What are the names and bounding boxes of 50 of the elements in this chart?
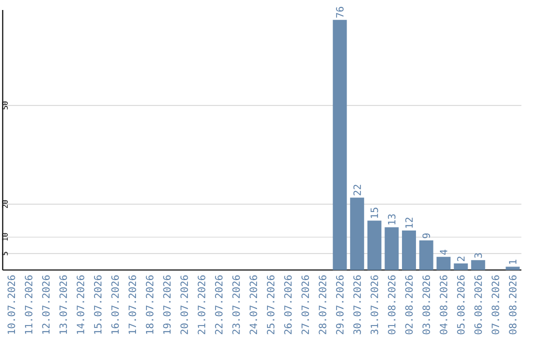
x-tick-label: 29.07.2026 [336,275,344,334]
x-tick-label: 03.08.2026 [422,275,430,334]
bar [350,198,364,270]
bar [419,240,434,270]
x-tick-label: 13.07.2026 [59,275,67,334]
x-tick-label: 05.08.2026 [457,275,465,334]
x-tick-label: 16.07.2026 [111,275,119,334]
x-tick-label: 18.07.2026 [146,275,154,334]
bar [332,20,347,270]
data-label: 76 [336,6,344,18]
x-tick-label: 25.07.2026 [266,275,274,334]
x-tick-label: 30.07.2026 [353,275,361,334]
x-tick-label: 22.07.2026 [215,275,223,334]
data-label: 12 [405,218,413,228]
x-tick-label: 17.07.2026 [128,275,136,334]
x-tick-label: 24.07.2026 [250,275,258,334]
x-tick-label: 15.07.2026 [94,275,102,334]
data-label: 4 [440,250,448,255]
x-tick-label: 28.07.2026 [318,275,326,334]
data-label: 15 [370,208,378,218]
x-tick-label: 08.08.2026 [508,275,516,334]
x-tick-label: 14.07.2026 [76,275,84,334]
bar [506,266,520,270]
x-tick-label: 10.07.2026 [8,275,16,334]
x-tick-label: 12.07.2026 [42,275,50,334]
x-tick-label: 19.07.2026 [163,275,171,334]
data-label: 22 [353,184,361,196]
x-tick-label: 26.07.2026 [284,275,292,334]
x-tick-label: 04.08.2026 [440,275,448,334]
x-tick-label: 31.07.2026 [370,275,378,334]
data-label: 13 [388,214,396,224]
data-label: 1 [509,260,516,264]
bar [436,256,451,270]
data-label: 9 [422,233,430,238]
x-tick-label: 02.08.2026 [405,275,413,334]
x-tick-label: 06.08.2026 [474,275,482,334]
x-tick-label: 07.08.2026 [492,275,500,334]
bar [471,260,486,270]
x-tick-label: 27.07.2026 [301,275,310,334]
data-label: 2 [457,256,465,262]
x-tick-label: 23.07.2026 [232,275,240,334]
bar [402,230,416,270]
bar [384,227,399,270]
x-tick-label: 20.07.2026 [180,275,188,334]
x-tick-label: 11.07.2026 [24,275,32,334]
data-label: 3 [474,253,482,258]
bar [454,263,468,270]
bar [367,220,382,270]
x-tick-label: 01.08.2026 [388,275,396,334]
x-tick-label: 21.07.2026 [198,275,206,334]
